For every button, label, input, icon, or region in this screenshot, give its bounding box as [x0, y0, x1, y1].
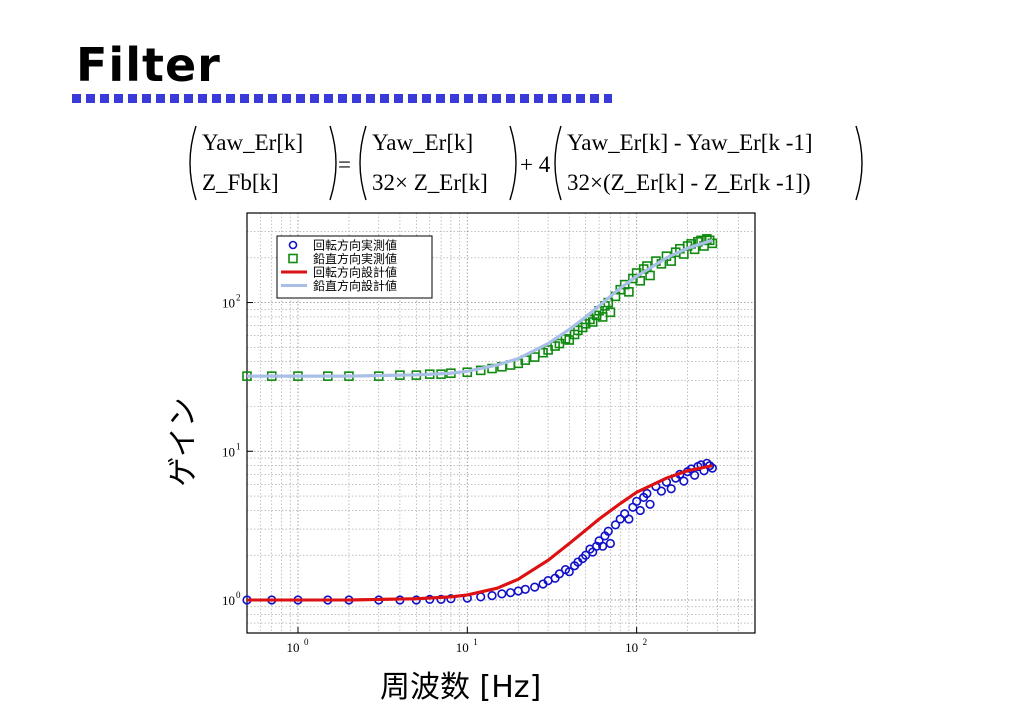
data-point: [635, 276, 646, 286]
x-tick-exponent: 1: [473, 637, 478, 647]
data-point: [591, 541, 602, 551]
y-tick-label: 10: [222, 444, 235, 459]
data-point: [564, 567, 574, 577]
y-axis-label: ゲイン: [166, 397, 201, 487]
eq-m1-top: Yaw_Er[k]: [372, 130, 473, 155]
data-point: [679, 476, 689, 486]
data-point: [487, 591, 497, 601]
data-point: [635, 505, 645, 516]
x-tick-exponent: 0: [304, 637, 309, 647]
plot-frame: [246, 212, 756, 634]
data-point: [530, 582, 540, 592]
legend-label: 鉛直方向実測値: [313, 251, 397, 266]
data-point: [598, 541, 608, 551]
data-point: [605, 307, 616, 318]
eq-m2-bottom: 32×(Z_Er[k] - Z_Er[k -1]): [567, 170, 811, 195]
data-point: [704, 235, 715, 246]
filter-equation: Yaw_Er[k] Z_Fb[k] = Yaw_Er[k] 32× Z_Er[k…: [189, 125, 863, 201]
series-line-overlay: [247, 238, 713, 378]
legend-box: [276, 235, 433, 299]
data-point: [446, 594, 456, 604]
data-point: [497, 589, 507, 599]
data-point: [615, 514, 625, 524]
data-point: [624, 287, 634, 297]
legend-label: 回転方向設計値: [313, 265, 397, 280]
data-point: [656, 486, 666, 496]
slide-title: Filter: [76, 38, 221, 92]
data-point: [707, 238, 718, 249]
series-line-overlay: [247, 464, 713, 602]
y-tick-label: 10: [222, 593, 235, 608]
data-point: [564, 335, 575, 345]
eq-plus-four: + 4: [520, 152, 551, 177]
data-point: [690, 470, 700, 480]
legend-label: 回転方向実測値: [313, 238, 397, 253]
eq-m1-bottom: 32× Z_Er[k]: [372, 170, 488, 195]
eq-equals: =: [338, 152, 351, 177]
title-underline: [72, 94, 612, 103]
data-point: [632, 496, 642, 507]
data-point: [642, 488, 652, 499]
x-tick-label: 10: [625, 640, 638, 655]
data-point: [436, 594, 446, 604]
legend-swatch-square: [288, 253, 298, 264]
y-tick-label: 10: [222, 296, 235, 311]
x-tick-label: 10: [456, 640, 469, 655]
x-tick-label: 10: [286, 640, 299, 655]
y-tick-exponent: 0: [236, 590, 241, 600]
data-point: [645, 270, 655, 281]
data-point: [538, 347, 548, 358]
data-point: [666, 484, 676, 494]
x-tick-exponent: 2: [643, 637, 648, 647]
data-point: [603, 526, 613, 536]
y-tick-exponent: 2: [236, 293, 241, 303]
eq-lhs-bottom: Z_Fb[k]: [202, 170, 279, 195]
data-point: [645, 499, 655, 509]
data-point: [520, 584, 530, 594]
data-point: [605, 538, 616, 549]
eq-lhs-top: Yaw_Er[k]: [202, 130, 303, 155]
data-point: [624, 514, 634, 524]
y-tick-exponent: 1: [236, 441, 241, 451]
x-axis-label: 周波数 [Hz]: [380, 670, 542, 705]
legend-swatch-circle: [288, 240, 298, 250]
eq-m2-top: Yaw_Er[k] - Yaw_Er[k -1]: [567, 130, 813, 155]
data-point: [610, 520, 621, 530]
legend-label: 鉛直方向設計値: [313, 278, 397, 293]
data-point: [554, 569, 565, 579]
data-point: [707, 463, 717, 473]
series-1: [242, 458, 717, 605]
